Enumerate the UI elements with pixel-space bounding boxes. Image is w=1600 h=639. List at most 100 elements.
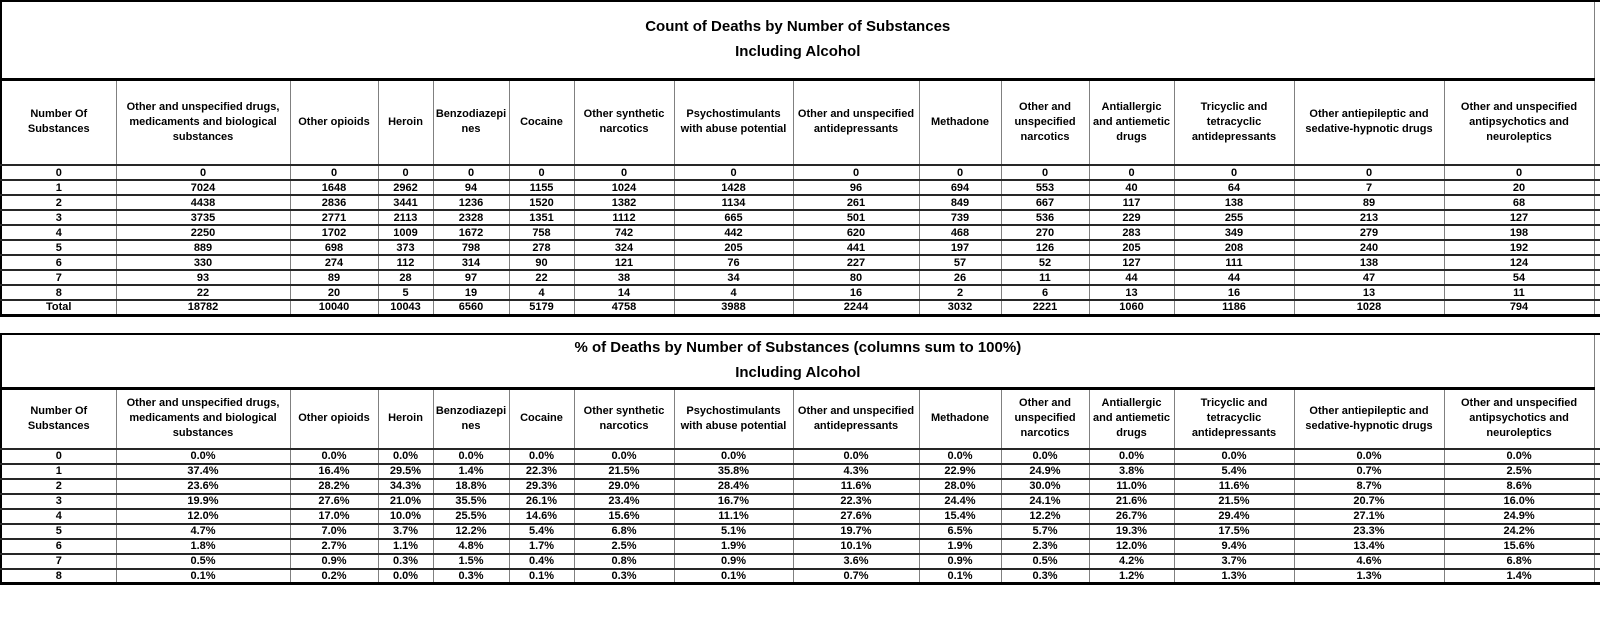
data-cell: 501 [792, 210, 919, 225]
data-cell: 5.1% [673, 523, 793, 539]
data-cell: 849 [918, 195, 1001, 210]
data-cell: 0 [115, 165, 290, 180]
data-cell: 205 [1088, 240, 1174, 255]
data-cell: 794 [1443, 300, 1594, 315]
data-cell: 7024 [115, 180, 290, 195]
data-cell: 3441 [377, 195, 433, 210]
data-cell: 1648 [289, 180, 378, 195]
data-cell: 314 [432, 255, 509, 270]
data-cell: 11 [1443, 285, 1594, 300]
data-cell: 1.3% [1173, 568, 1294, 584]
data-cell: 138 [1173, 195, 1294, 210]
sliver-cell [1593, 240, 1600, 255]
column-header-cell: Cocaine [508, 79, 574, 166]
data-cell: 2250 [115, 225, 290, 240]
data-cell: 28.4% [673, 478, 793, 494]
data-cell: 208 [1173, 240, 1294, 255]
data-cell: 3032 [918, 300, 1001, 315]
data-cell: 24.4% [918, 493, 1001, 509]
data-cell: 4.2% [1088, 553, 1174, 569]
count-table-subtitle: Including Alcohol [735, 42, 861, 60]
data-cell: 4.6% [1293, 553, 1444, 569]
data-cell: 18782 [115, 300, 290, 315]
row-label: 0 [0, 448, 116, 464]
data-cell: 16.4% [289, 463, 378, 479]
column-header-cell: Methadone [918, 388, 1001, 450]
data-cell: 21.5% [1173, 493, 1294, 509]
data-cell: 197 [918, 240, 1001, 255]
row-label: 2 [0, 195, 116, 210]
data-cell: 8.6% [1443, 478, 1595, 494]
data-cell: 17.0% [289, 508, 378, 524]
data-cell: 19.9% [115, 493, 290, 509]
data-cell: 0.0% [1088, 448, 1174, 464]
column-header-cell: Heroin [377, 388, 433, 450]
data-cell: 17.5% [1173, 523, 1294, 539]
data-cell: 1009 [377, 225, 433, 240]
data-cell: 0.0% [289, 448, 378, 464]
column-header-cell: Other and unspecified drugs, medicaments… [115, 388, 290, 450]
table-row: 5 4.7% 7.0% 3.7% 12.2% 5.4% 6.8% 5.1% 19.7% 6.5% 5… [0, 523, 1600, 539]
data-cell: 1.8% [115, 538, 290, 554]
data-cell: 11.1% [673, 508, 793, 524]
data-cell: 76 [673, 255, 793, 270]
data-cell: 44 [1173, 270, 1294, 285]
data-cell: 40 [1088, 180, 1174, 195]
sliver-cell [1593, 165, 1600, 180]
row-label: 7 [0, 270, 116, 285]
table-row: 8 22 20 5 19 4 14 4 16 2 6 13 16 13 11 [0, 285, 1600, 300]
data-cell: 23.3% [1293, 523, 1444, 539]
row-label: 4 [0, 225, 116, 240]
data-cell: 26.1% [508, 493, 574, 509]
data-cell: 349 [1173, 225, 1294, 240]
table-row: Total 18782 10040 10043 6560 5179 4758 3988 2244… [0, 300, 1600, 315]
table-row: 6 1.8% 2.7% 1.1% 4.8% 1.7% 2.5% 1.9% 10.1% 1.9% 2.… [0, 538, 1600, 554]
row-label: 3 [0, 210, 116, 225]
column-header-cell: Tricyclic and tetracyclic antidepressant… [1173, 79, 1294, 166]
data-cell: 7 [1293, 180, 1444, 195]
data-cell: 29.4% [1173, 508, 1294, 524]
data-cell: 26 [918, 270, 1001, 285]
data-cell: 11.6% [792, 478, 919, 494]
data-cell: 18.8% [432, 478, 509, 494]
data-cell: 198 [1443, 225, 1594, 240]
table-row: 2 23.6% 28.2% 34.3% 18.8% 29.3% 29.0% 28.4% 11.6… [0, 478, 1600, 494]
data-cell: 4438 [115, 195, 290, 210]
data-cell: 274 [289, 255, 378, 270]
column-header-cell: Other antiepileptic and sedative-hypnoti… [1293, 79, 1444, 166]
row-header-cell: Number Of Substances [0, 79, 116, 166]
data-cell: 2 [918, 285, 1001, 300]
data-cell: 330 [115, 255, 290, 270]
percent-table-body: 0 0.0% 0.0% 0.0% 0.0% 0.0% 0.0% 0.0% 0.0% 0.0% 0.0… [0, 448, 1600, 584]
data-cell: 0.1% [673, 568, 793, 584]
data-cell: 29.5% [377, 463, 433, 479]
sliver-header-cell [1593, 388, 1600, 450]
data-cell: 553 [1000, 180, 1089, 195]
data-cell: 10.0% [377, 508, 433, 524]
data-cell: 97 [432, 270, 509, 285]
row-label: 1 [0, 180, 116, 195]
table-row: 6 330 274 112 314 90 121 76 227 57 52 127 111 138 124 [0, 255, 1600, 270]
row-label: 3 [0, 493, 116, 509]
data-cell: 37.4% [115, 463, 290, 479]
data-cell: 15.6% [573, 508, 674, 524]
data-cell: 0.3% [377, 553, 433, 569]
percent-table-title-cell: % of Deaths by Number of Substances (col… [0, 333, 1595, 390]
data-cell: 22.3% [792, 493, 919, 509]
percent-table-title: % of Deaths by Number of Substances (col… [574, 339, 1022, 356]
data-cell: 0.9% [289, 553, 378, 569]
sliver-cell [1593, 523, 1600, 539]
data-cell: 80 [792, 270, 919, 285]
data-cell: 3.8% [1088, 463, 1174, 479]
column-header-cell: Other and unspecified antidepressants [792, 388, 919, 450]
data-cell: 889 [115, 240, 290, 255]
data-cell: 5 [377, 285, 433, 300]
data-cell: 34 [673, 270, 793, 285]
data-cell: 0 [289, 165, 378, 180]
data-cell: 0.0% [1443, 448, 1595, 464]
data-cell: 24.9% [1443, 508, 1595, 524]
data-cell: 229 [1088, 210, 1174, 225]
data-cell: 4.7% [115, 523, 290, 539]
row-label: 4 [0, 508, 116, 524]
